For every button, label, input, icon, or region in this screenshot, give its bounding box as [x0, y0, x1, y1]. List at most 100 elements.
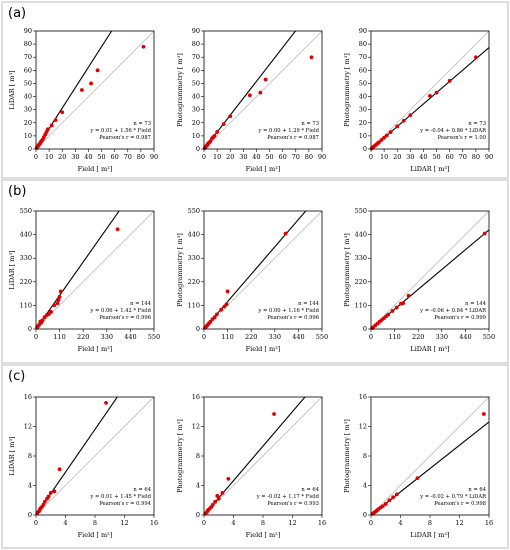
x-tick-label: 550: [316, 333, 328, 341]
scatter-chart: 00 110 110 220 220 330 330 440 440 550 550 Field [ …: [176, 207, 328, 353]
x-tick-label: 70: [459, 153, 467, 161]
data-point: [45, 127, 50, 132]
y-tick-label: 80: [192, 40, 200, 48]
data-point: [212, 315, 217, 320]
x-tick-label: 220: [245, 333, 257, 341]
y-axis-label: LiDAR [ m³]: [8, 436, 16, 475]
plot-frame: [203, 210, 323, 330]
y-axis-label: LiDAR [ m³]: [8, 250, 16, 289]
data-point: [388, 130, 393, 134]
y-tick-label: 40: [192, 93, 200, 101]
x-tick-label: 8: [428, 519, 432, 527]
y-tick-label: 8: [196, 452, 200, 460]
plot-frame: [35, 30, 155, 150]
data-point: [224, 302, 229, 307]
x-tick-label: 220: [77, 333, 89, 341]
x-tick-label: 330: [101, 333, 113, 341]
stats-annotation: Pearson's r = 0.987: [99, 135, 151, 141]
x-tick-label: 550: [483, 333, 495, 341]
y-tick-label: 0: [363, 511, 367, 519]
data-point: [95, 68, 100, 73]
scatter-chart: 00 10 10 20 20 30 30 40 40 50 50 60 60 70 70 80 80 90 90 Fi…: [8, 27, 158, 173]
data-point: [482, 231, 487, 236]
stats-annotation: n = 64: [468, 487, 486, 493]
data-point: [49, 123, 54, 128]
stats-annotation: n = 144: [130, 301, 152, 307]
x-tick-label: 10: [380, 153, 388, 161]
x-tick-label: 12: [455, 519, 463, 527]
y-tick-label: 50: [24, 79, 32, 87]
y-tick-label: 50: [192, 79, 200, 87]
stats-annotation: Pearson's r = 0.996: [267, 315, 319, 321]
x-tick-label: 550: [148, 333, 160, 341]
scatter-chart: 00 110 110 220 220 330 330 440 440 550 550 Field [ …: [8, 207, 160, 353]
data-point: [226, 476, 231, 481]
x-tick-label: 0: [34, 153, 38, 161]
scatter-chart: 00 4 4 8 8 12 12 16 16 LiDAR [ m³] Photogrammetry …: [343, 393, 493, 539]
x-tick-label: 8: [261, 519, 265, 527]
one-to-one-line: [204, 397, 322, 515]
data-point: [272, 412, 276, 416]
stats-annotation: y = -0.04 + 0.86 * LiDAR: [419, 128, 487, 134]
one-to-one-line: [36, 211, 154, 329]
y-tick-label: 12: [359, 423, 367, 431]
data-point: [214, 312, 219, 317]
data-point: [258, 90, 263, 95]
scatter-chart: 00 4 4 8 8 12 12 16 16 Field [ m³] LiDAR [ m³] n = …: [8, 393, 158, 539]
y-axis-label: Photogrammetry [ m³]: [176, 233, 184, 307]
stats-annotation: Pearson's r = 0.998: [434, 501, 486, 507]
y-axis-label: Photogrammetry [ m³]: [176, 419, 184, 493]
x-tick-label: 16: [485, 519, 493, 527]
data-point: [57, 467, 62, 472]
x-tick-label: 0: [202, 333, 206, 341]
x-tick-label: 40: [419, 153, 427, 161]
one-to-one-line: [36, 31, 154, 149]
y-tick-label: 16: [24, 393, 32, 401]
data-point: [383, 502, 388, 506]
x-axis-label: Field [ m³]: [246, 165, 281, 173]
data-point: [41, 502, 46, 507]
y-tick-label: 8: [363, 452, 367, 460]
data-point: [219, 307, 224, 312]
x-tick-label: 80: [472, 153, 480, 161]
plot-frame: [35, 210, 155, 330]
y-tick-label: 70: [24, 53, 32, 61]
x-tick-label: 220: [412, 333, 424, 341]
y-axis-label: Photogrammetry [ m³]: [176, 53, 184, 127]
stats-annotation: y = 0.00 + 1.16 * Field: [257, 308, 319, 314]
y-tick-label: 550: [20, 207, 32, 215]
data-point: [263, 77, 268, 82]
data-point: [481, 412, 486, 416]
y-tick-label: 440: [20, 231, 32, 239]
stats-annotation: n = 64: [133, 487, 151, 493]
y-tick-label: 30: [192, 106, 200, 114]
data-point: [213, 499, 217, 504]
y-tick-label: 0: [28, 145, 32, 153]
y-tick-label: 0: [363, 145, 367, 153]
plot-frame: [370, 30, 490, 150]
stats-annotation: Pearson's r = 0.999: [434, 315, 486, 321]
one-to-one-line: [204, 31, 322, 149]
x-tick-label: 0: [369, 519, 373, 527]
data-point: [52, 303, 57, 308]
data-point: [391, 495, 396, 500]
data-point: [401, 118, 406, 123]
y-tick-label: 10: [24, 132, 32, 140]
data-point: [56, 298, 61, 302]
data-point: [215, 130, 220, 134]
y-tick-label: 60: [359, 66, 367, 74]
x-tick-label: 440: [459, 333, 471, 341]
data-point: [386, 312, 391, 317]
x-axis-label: Field [ m³]: [78, 531, 113, 539]
panel-frame: [1, 364, 509, 549]
data-point: [428, 94, 432, 98]
x-tick-label: 0: [369, 333, 373, 341]
y-tick-label: 16: [359, 393, 367, 401]
stats-annotation: y = -0.06 + 0.84 * LiDAR: [419, 308, 487, 314]
data-point: [221, 122, 226, 126]
data-point: [394, 492, 399, 497]
y-tick-label: 30: [24, 106, 32, 114]
panel-label: (c): [8, 369, 25, 384]
data-point: [379, 138, 384, 142]
y-tick-label: 550: [355, 207, 367, 215]
